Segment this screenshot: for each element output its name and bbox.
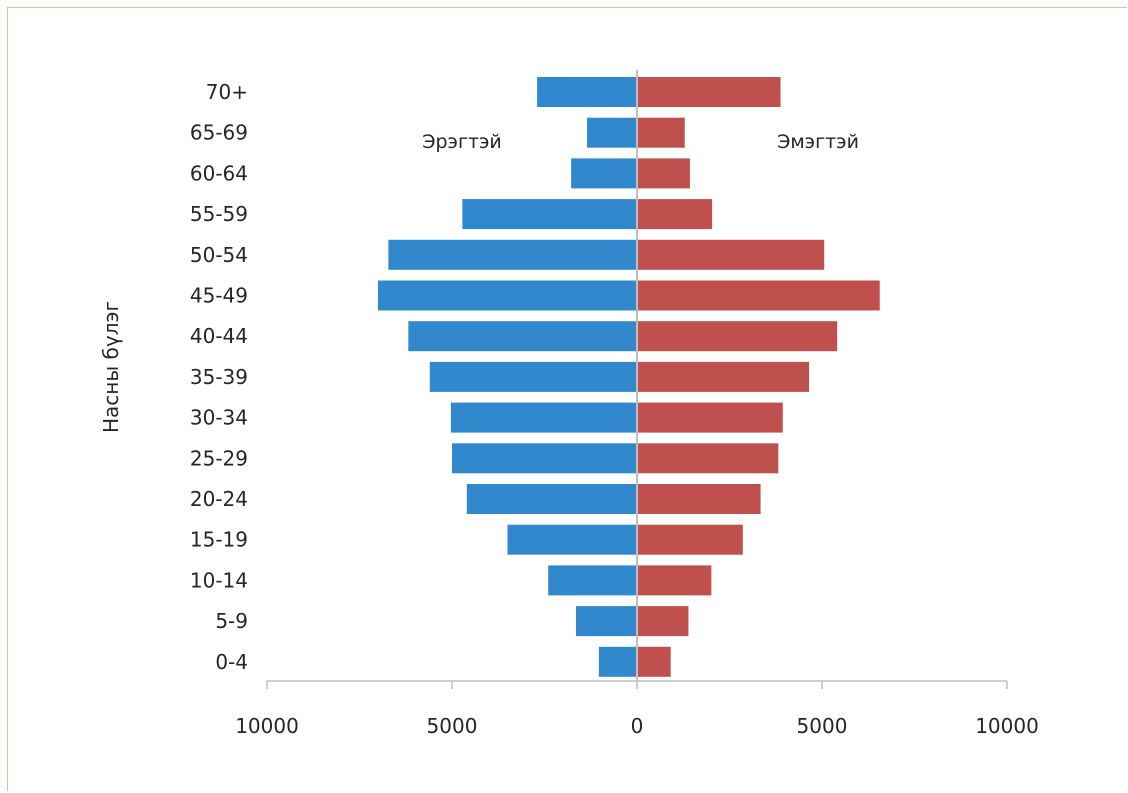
male-bar <box>452 443 637 474</box>
female-bar <box>637 158 690 189</box>
male-bar <box>571 158 637 189</box>
y-tick-label: 70+ <box>206 80 248 104</box>
x-tick-label: 10000 <box>235 714 299 738</box>
female-bar <box>637 239 825 270</box>
y-tick-label: 0-4 <box>215 650 248 674</box>
x-tick-label: 5000 <box>797 714 848 738</box>
female-bar <box>637 646 671 677</box>
male-bar <box>587 117 637 148</box>
female-bar <box>637 361 810 392</box>
x-tick-label: 0 <box>631 714 644 738</box>
female-bar <box>637 443 779 474</box>
bars-group <box>378 77 880 677</box>
male-bar <box>507 524 637 555</box>
chart-frame <box>7 7 1127 791</box>
x-tick-label: 10000 <box>975 714 1039 738</box>
y-tick-label: 45-49 <box>190 284 248 308</box>
y-tick-labels: 70+ 65-69 60-64 55-59 50-54 45-49 40-44 35-39 30… <box>190 80 248 674</box>
female-bar <box>637 484 761 514</box>
y-tick-label: 25-29 <box>190 446 248 470</box>
female-bar <box>637 565 712 596</box>
male-bar <box>450 402 637 433</box>
female-bar <box>637 199 713 230</box>
female-bar <box>637 321 838 352</box>
y-tick-label: 10-14 <box>190 568 248 592</box>
y-axis-title: Насны бүлэг <box>99 301 123 433</box>
female-bar <box>637 117 685 148</box>
y-tick-label: 30-34 <box>190 406 248 430</box>
male-bar <box>537 77 637 107</box>
female-bar <box>637 280 880 311</box>
female-bar <box>637 524 743 555</box>
male-bar <box>548 565 637 596</box>
y-tick-label: 50-54 <box>190 243 248 267</box>
x-tick-labels: 10000 5000 0 5000 10000 <box>235 714 1039 738</box>
female-bar <box>637 402 783 433</box>
y-tick-label: 35-39 <box>190 365 248 389</box>
male-bar <box>575 606 637 637</box>
y-tick-label: 5-9 <box>215 609 248 633</box>
x-tick-label: 5000 <box>427 714 478 738</box>
series-label-male: Эрэгтэй <box>422 131 502 153</box>
male-bar <box>378 280 637 311</box>
y-tick-label: 60-64 <box>190 161 248 185</box>
male-bar <box>429 361 637 392</box>
y-tick-label: 15-19 <box>190 528 248 552</box>
male-bar <box>466 484 637 514</box>
y-tick-label: 55-59 <box>190 202 248 226</box>
female-bar <box>637 77 781 107</box>
y-tick-label: 65-69 <box>190 121 248 145</box>
y-tick-label: 20-24 <box>190 487 248 511</box>
male-bar <box>388 239 637 270</box>
series-label-female: Эмэгтэй <box>777 131 859 153</box>
y-tick-label: 40-44 <box>190 324 248 348</box>
axes-group <box>266 70 1008 689</box>
female-bar <box>637 606 689 637</box>
male-bar <box>408 321 637 352</box>
male-bar <box>598 646 637 677</box>
male-bar <box>462 199 637 230</box>
